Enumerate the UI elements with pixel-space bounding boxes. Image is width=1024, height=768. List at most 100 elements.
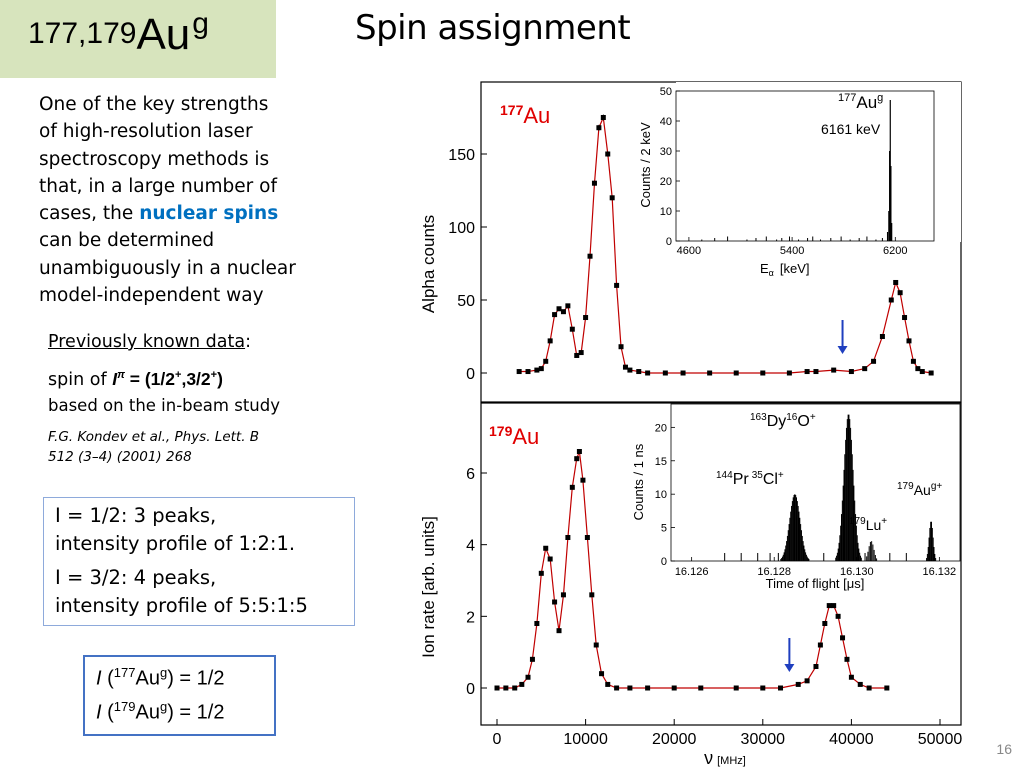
top-inset-frame	[675, 90, 935, 242]
bottom-data-point	[822, 621, 828, 626]
top-ytick-label: 50	[457, 293, 475, 310]
top-inset-xlabel: Eα [keV]	[760, 261, 810, 278]
top-fit-curve	[519, 115, 932, 374]
bottom-ylabel: Ion rate [arb. units]	[419, 516, 438, 658]
bottom-data-point	[804, 678, 810, 684]
slide-heading: 177,179Aug	[28, 7, 209, 60]
bottom-data-point	[599, 671, 605, 677]
bottom-data-point	[503, 685, 509, 691]
title-box: 177,179Aug	[0, 0, 276, 78]
spin-pi: π	[117, 369, 125, 382]
top-data-point	[680, 370, 686, 376]
top-data-point	[879, 334, 885, 339]
result-g: g	[159, 699, 168, 714]
xtick-label: 0	[493, 731, 502, 748]
result-mass: 177	[113, 665, 136, 680]
bottom-inset-ylabel: Counts / 1 ns	[631, 443, 646, 520]
previous-data-colon: :	[245, 332, 251, 352]
bottom-data-point	[547, 556, 553, 562]
bottom-data-point	[848, 674, 854, 680]
bottom-fit-curve	[497, 451, 887, 689]
bottom-data-point	[605, 681, 611, 687]
intro-line: cases, the nuclear spins	[39, 200, 329, 227]
bottom-data-point	[645, 685, 651, 691]
bottom-data-point	[556, 628, 562, 634]
box1-line: intensity profile of 1:2:1.	[55, 532, 296, 555]
bottom-data-point	[795, 681, 801, 687]
result-element: Au	[135, 667, 160, 690]
inset1-xtick-label: 6200	[883, 245, 907, 257]
bottom-data-point	[584, 535, 590, 540]
top-data-point	[831, 367, 837, 373]
bottom-data-point	[614, 685, 620, 691]
xtick-label: 40000	[829, 731, 874, 748]
bottom-data-point	[884, 685, 890, 691]
result-value: ) = 1/2	[167, 667, 225, 690]
top-data-point	[862, 366, 868, 372]
intro-line: One of the key strengths	[39, 94, 269, 115]
inset-label-au: 179Aug+	[897, 481, 942, 498]
top-data-point	[813, 369, 819, 375]
spin-parity-2: +	[210, 369, 218, 382]
box1-line: I = 1/2: 3 peaks,	[55, 504, 217, 527]
intro-text: cases, the	[39, 203, 134, 225]
bottom-data-point	[866, 685, 872, 691]
top-arrow-head	[837, 346, 848, 354]
inset1-ytick-label: 0	[666, 236, 672, 248]
bottom-ytick-label: 6	[466, 466, 475, 483]
heading-element: Au	[136, 10, 191, 59]
spin-parity-1: +	[175, 369, 182, 382]
inset1-ytick-label: 30	[660, 146, 672, 158]
top-data-point	[578, 350, 584, 356]
bottom-inset-bg	[640, 404, 960, 594]
top-data-point	[587, 253, 593, 259]
spin-mid: ,3/2	[181, 369, 211, 389]
bottom-data-point	[565, 535, 571, 540]
result-paren: (	[101, 667, 114, 690]
bottom-data-point	[529, 656, 535, 662]
inset-label-lu: 179Lu+	[849, 516, 887, 533]
inset2-ytick-label: 5	[661, 523, 667, 535]
top-data-point	[786, 370, 792, 376]
bottom-ytick-label: 2	[466, 609, 475, 626]
top-data-point	[605, 151, 611, 157]
bottom-inset-frame	[670, 403, 961, 562]
bottom-data-point	[519, 681, 525, 687]
result-box: I (177Aug) = 1/2 I (179Aug) = 1/2	[83, 655, 276, 736]
inset2-xtick-label: 16.130	[840, 566, 874, 578]
bottom-ytick-label: 4	[466, 538, 475, 555]
bottom-data-point	[760, 685, 766, 691]
result-mass: 179	[113, 699, 136, 714]
bottom-data-point	[733, 685, 739, 691]
top-ytick-label: 150	[448, 147, 475, 164]
top-data-point	[804, 369, 810, 375]
inset1-xtick-label: 4600	[677, 245, 701, 257]
top-data-point	[560, 309, 566, 315]
inset1-ytick-label: 10	[660, 206, 672, 218]
top-data-point	[707, 370, 713, 376]
intro-line: model-independent way	[39, 285, 264, 307]
peaks-explanation-box: I = 1/2: 3 peaks, intensity profile of 1…	[43, 497, 355, 626]
bottom-data-point	[552, 599, 558, 605]
result-paren: (	[101, 701, 114, 724]
inset2-ytick-label: 0	[661, 556, 667, 568]
bottom-panel-label: 179Au	[489, 423, 539, 449]
top-inset-label: 177Aug	[838, 92, 883, 112]
intro-line: spectroscopy methods is	[39, 148, 270, 170]
top-data-point	[888, 297, 894, 303]
bottom-data-point	[817, 642, 823, 648]
top-data-point	[552, 312, 558, 318]
slide-title: Spin assignment	[355, 8, 631, 48]
heading-mass: 177,179	[28, 17, 137, 50]
top-data-point	[760, 370, 766, 376]
top-data-point	[556, 306, 562, 312]
spin-statement: spin of Iπ = (1/2+,3/2+)	[48, 369, 223, 390]
inset2-ytick-label: 15	[655, 456, 667, 468]
bottom-data-point	[574, 456, 580, 462]
top-data-point	[547, 338, 553, 344]
bottom-data-point	[840, 635, 846, 641]
heading-superscript: g	[192, 7, 209, 40]
top-data-point	[534, 367, 540, 373]
top-ylabel: Alpha counts	[419, 215, 438, 313]
reference-journal: Phys. Lett. B	[174, 429, 260, 445]
